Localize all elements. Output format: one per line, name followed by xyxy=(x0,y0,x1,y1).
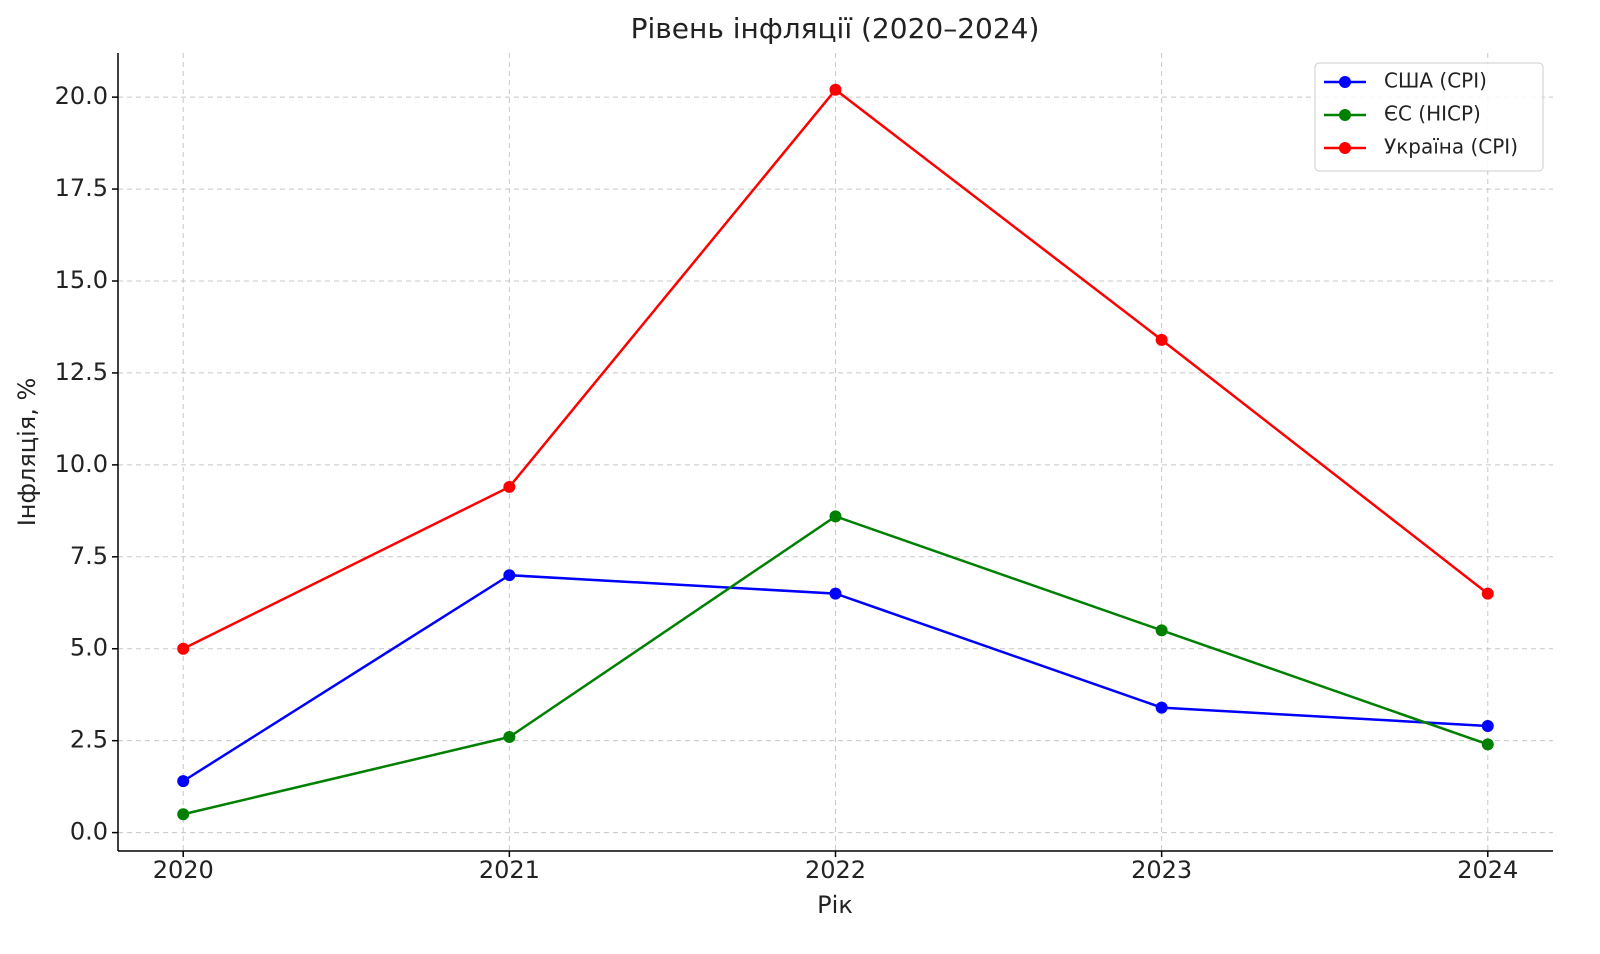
data-point xyxy=(177,775,190,788)
x-axis-label: Рік xyxy=(817,891,853,919)
legend-label: ЄС (HICP) xyxy=(1384,102,1481,126)
data-point xyxy=(503,731,516,743)
y-tick-label: 17.5 xyxy=(55,174,108,202)
x-tick-label: 2021 xyxy=(479,856,540,884)
legend: США (CPI) ЄС (HICP) Україна (CPI) xyxy=(1314,62,1544,172)
x-tick-label: 2024 xyxy=(1457,856,1518,884)
chart-title: Рівень інфляції (2020–2024) xyxy=(631,12,1040,45)
data-point xyxy=(829,83,842,96)
legend-label: США (CPI) xyxy=(1384,69,1487,93)
data-point xyxy=(503,569,516,582)
legend-marker xyxy=(1339,109,1351,121)
y-tick-label: 20.0 xyxy=(55,82,108,110)
legend-marker xyxy=(1339,76,1351,88)
data-point xyxy=(503,480,516,493)
data-point xyxy=(1481,719,1494,732)
data-point xyxy=(177,642,190,655)
y-tick-label: 2.5 xyxy=(70,726,108,754)
data-point xyxy=(1155,701,1168,714)
y-axis-label: Інфляція, % xyxy=(13,378,41,527)
data-point xyxy=(829,510,842,523)
data-point xyxy=(1481,738,1494,751)
legend-label: Україна (CPI) xyxy=(1384,135,1518,159)
y-tick-label: 10.0 xyxy=(55,450,108,478)
data-point xyxy=(1155,333,1168,346)
y-tick-label: 7.5 xyxy=(70,542,108,570)
y-tick-label: 12.5 xyxy=(55,358,108,386)
x-tick-label: 2020 xyxy=(153,856,214,884)
x-tick-label: 2023 xyxy=(1131,856,1192,884)
legend-marker xyxy=(1339,142,1351,154)
legend-box xyxy=(1314,62,1544,172)
data-point xyxy=(177,808,190,821)
data-point xyxy=(829,587,842,600)
x-tick-label: 2022 xyxy=(805,856,866,884)
y-tick-label: 15.0 xyxy=(55,266,108,294)
data-point xyxy=(1481,587,1494,600)
y-tick-label: 0.0 xyxy=(70,818,108,846)
y-tick-label: 5.0 xyxy=(70,634,108,662)
data-point xyxy=(1155,624,1168,637)
